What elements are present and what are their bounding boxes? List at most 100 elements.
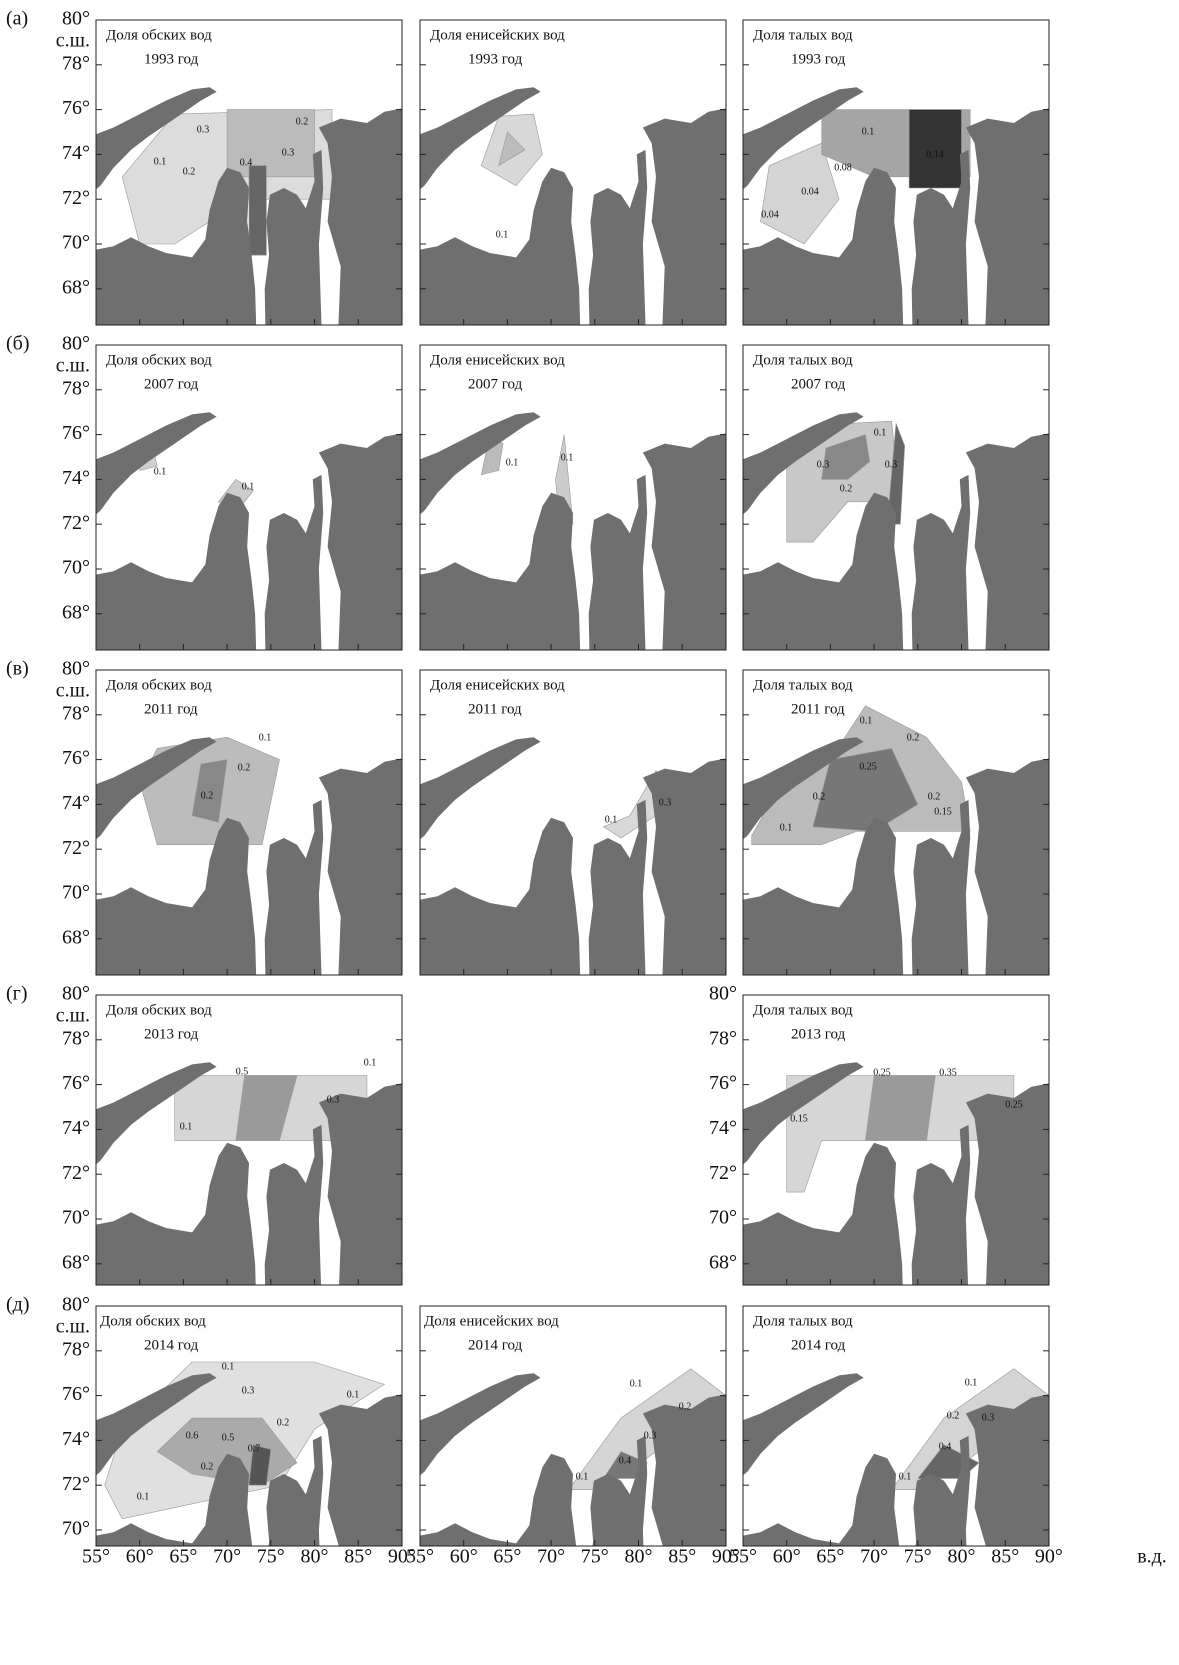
lat-label: 78° — [62, 702, 90, 724]
contour-fill — [761, 143, 840, 244]
panel-year: 2007 год — [144, 376, 199, 392]
contour-label: 0.08 — [834, 162, 852, 173]
lat-label: 68° — [62, 601, 90, 623]
contour-label: 0.5 — [222, 1432, 235, 1443]
lat-label: 76° — [709, 1072, 737, 1094]
map-panel — [403, 670, 744, 1028]
panel-title: Доля енисейских вод — [430, 352, 565, 368]
panel-title: Доля талых вод — [753, 1313, 853, 1329]
land — [79, 412, 217, 529]
lat-label: 68° — [62, 276, 90, 298]
map-content — [79, 1362, 420, 1664]
figure: (а) 80° 78° 76° 74° 72° 70° 68° с.ш. Доля обских … — [0, 0, 1179, 1665]
contour-label: 0.15 — [790, 1113, 808, 1124]
panel-title: Доля обских вод — [106, 352, 212, 368]
lat-label: 74° — [62, 467, 90, 489]
land — [966, 1391, 1067, 1664]
lat-unit: с.ш. — [56, 355, 90, 377]
lat-label: 68° — [62, 1251, 90, 1273]
lat-label: 68° — [709, 1251, 737, 1273]
contour-label: 0.1 — [222, 1361, 235, 1372]
contour-label: 0.25 — [859, 761, 877, 772]
contour-label: 0.1 — [561, 452, 574, 463]
contour-label: 0.1 — [154, 466, 167, 477]
land — [319, 755, 420, 1028]
row-label: (г) — [6, 983, 28, 1005]
map-content — [726, 706, 1067, 1029]
land — [403, 737, 541, 854]
contour-fill — [249, 166, 266, 256]
contour-label: 0.7 — [248, 1443, 261, 1454]
contour-label: 0.5 — [236, 1066, 249, 1077]
row-label: (в) — [6, 658, 29, 680]
map-content — [403, 87, 744, 378]
contour-label: 0.1 — [242, 481, 255, 492]
panel-title: Доля енисейских вод — [430, 27, 565, 43]
map-panel — [726, 20, 1067, 378]
map-panel — [403, 345, 744, 703]
contour-label: 0.1 — [965, 1377, 978, 1388]
contour-label: 0.1 — [180, 1121, 193, 1132]
contour-fill — [865, 1076, 935, 1141]
contour-label: 0.25 — [1005, 1099, 1023, 1110]
contour-label: 0.1 — [154, 156, 167, 167]
contour-label: 0.2 — [201, 1461, 214, 1472]
lon-label: 55° — [82, 1546, 110, 1568]
lat-label: 70° — [62, 882, 90, 904]
contour-label: 0.1 — [506, 457, 519, 468]
lat-label: 78° — [62, 1338, 90, 1360]
map-content — [79, 412, 420, 703]
contour-label: 0.1 — [899, 1471, 912, 1482]
lat-label: 74° — [62, 142, 90, 164]
map-panel — [403, 20, 744, 378]
contour-label: 0.1 — [862, 126, 875, 137]
lat-label: 76° — [62, 1383, 90, 1405]
panel-title: Доля талых вод — [753, 27, 853, 43]
lon-label: 70° — [860, 1546, 888, 1568]
lat-label: 72° — [62, 187, 90, 209]
lon-label: 70° — [213, 1546, 241, 1568]
contour-label: 0.4 — [939, 1441, 952, 1452]
panel-title: Доля обских вод — [106, 27, 212, 43]
map-panel — [403, 1306, 744, 1664]
lat-label: 80° — [709, 983, 737, 1005]
lon-label: 80° — [948, 1546, 976, 1568]
land — [319, 430, 420, 703]
land — [726, 818, 905, 1029]
lat-unit: с.ш. — [56, 30, 90, 52]
map-panel — [726, 1306, 1067, 1664]
lon-label: 65° — [169, 1546, 197, 1568]
contour-label: 0.14 — [926, 149, 944, 160]
contour-label: 0.2 — [947, 1410, 960, 1421]
contour-label: 0.1 — [630, 1378, 643, 1389]
land — [912, 1125, 971, 1354]
lat-label: 70° — [62, 1207, 90, 1229]
map-content — [726, 87, 1067, 378]
map-content — [79, 737, 420, 1028]
contour-label: 0.3 — [817, 459, 830, 470]
contour-label: 0.1 — [347, 1389, 360, 1400]
land — [912, 475, 971, 704]
contour-label: 0.3 — [644, 1430, 657, 1441]
contour-label: 0.1 — [605, 814, 618, 825]
lon-label: 90° — [1035, 1546, 1063, 1568]
land — [726, 1373, 864, 1490]
land — [403, 493, 582, 704]
panel-year: 2014 год — [468, 1337, 523, 1353]
lat-label: 80° — [62, 1294, 90, 1316]
contour-label: 0.1 — [780, 822, 793, 833]
land — [265, 475, 324, 704]
contour-label: 0.1 — [364, 1057, 377, 1068]
land — [79, 818, 258, 1029]
row-label: (а) — [6, 8, 28, 30]
land — [966, 755, 1067, 1028]
contour-label: 0.3 — [982, 1412, 995, 1423]
lat-label: 70° — [62, 557, 90, 579]
lat-label: 74° — [62, 792, 90, 814]
land — [966, 105, 1067, 378]
lat-label: 74° — [62, 1428, 90, 1450]
contour-label: 0.1 — [137, 1491, 150, 1502]
panel-title: Доля талых вод — [753, 352, 853, 368]
map-panel — [79, 1306, 420, 1664]
land — [966, 430, 1067, 703]
